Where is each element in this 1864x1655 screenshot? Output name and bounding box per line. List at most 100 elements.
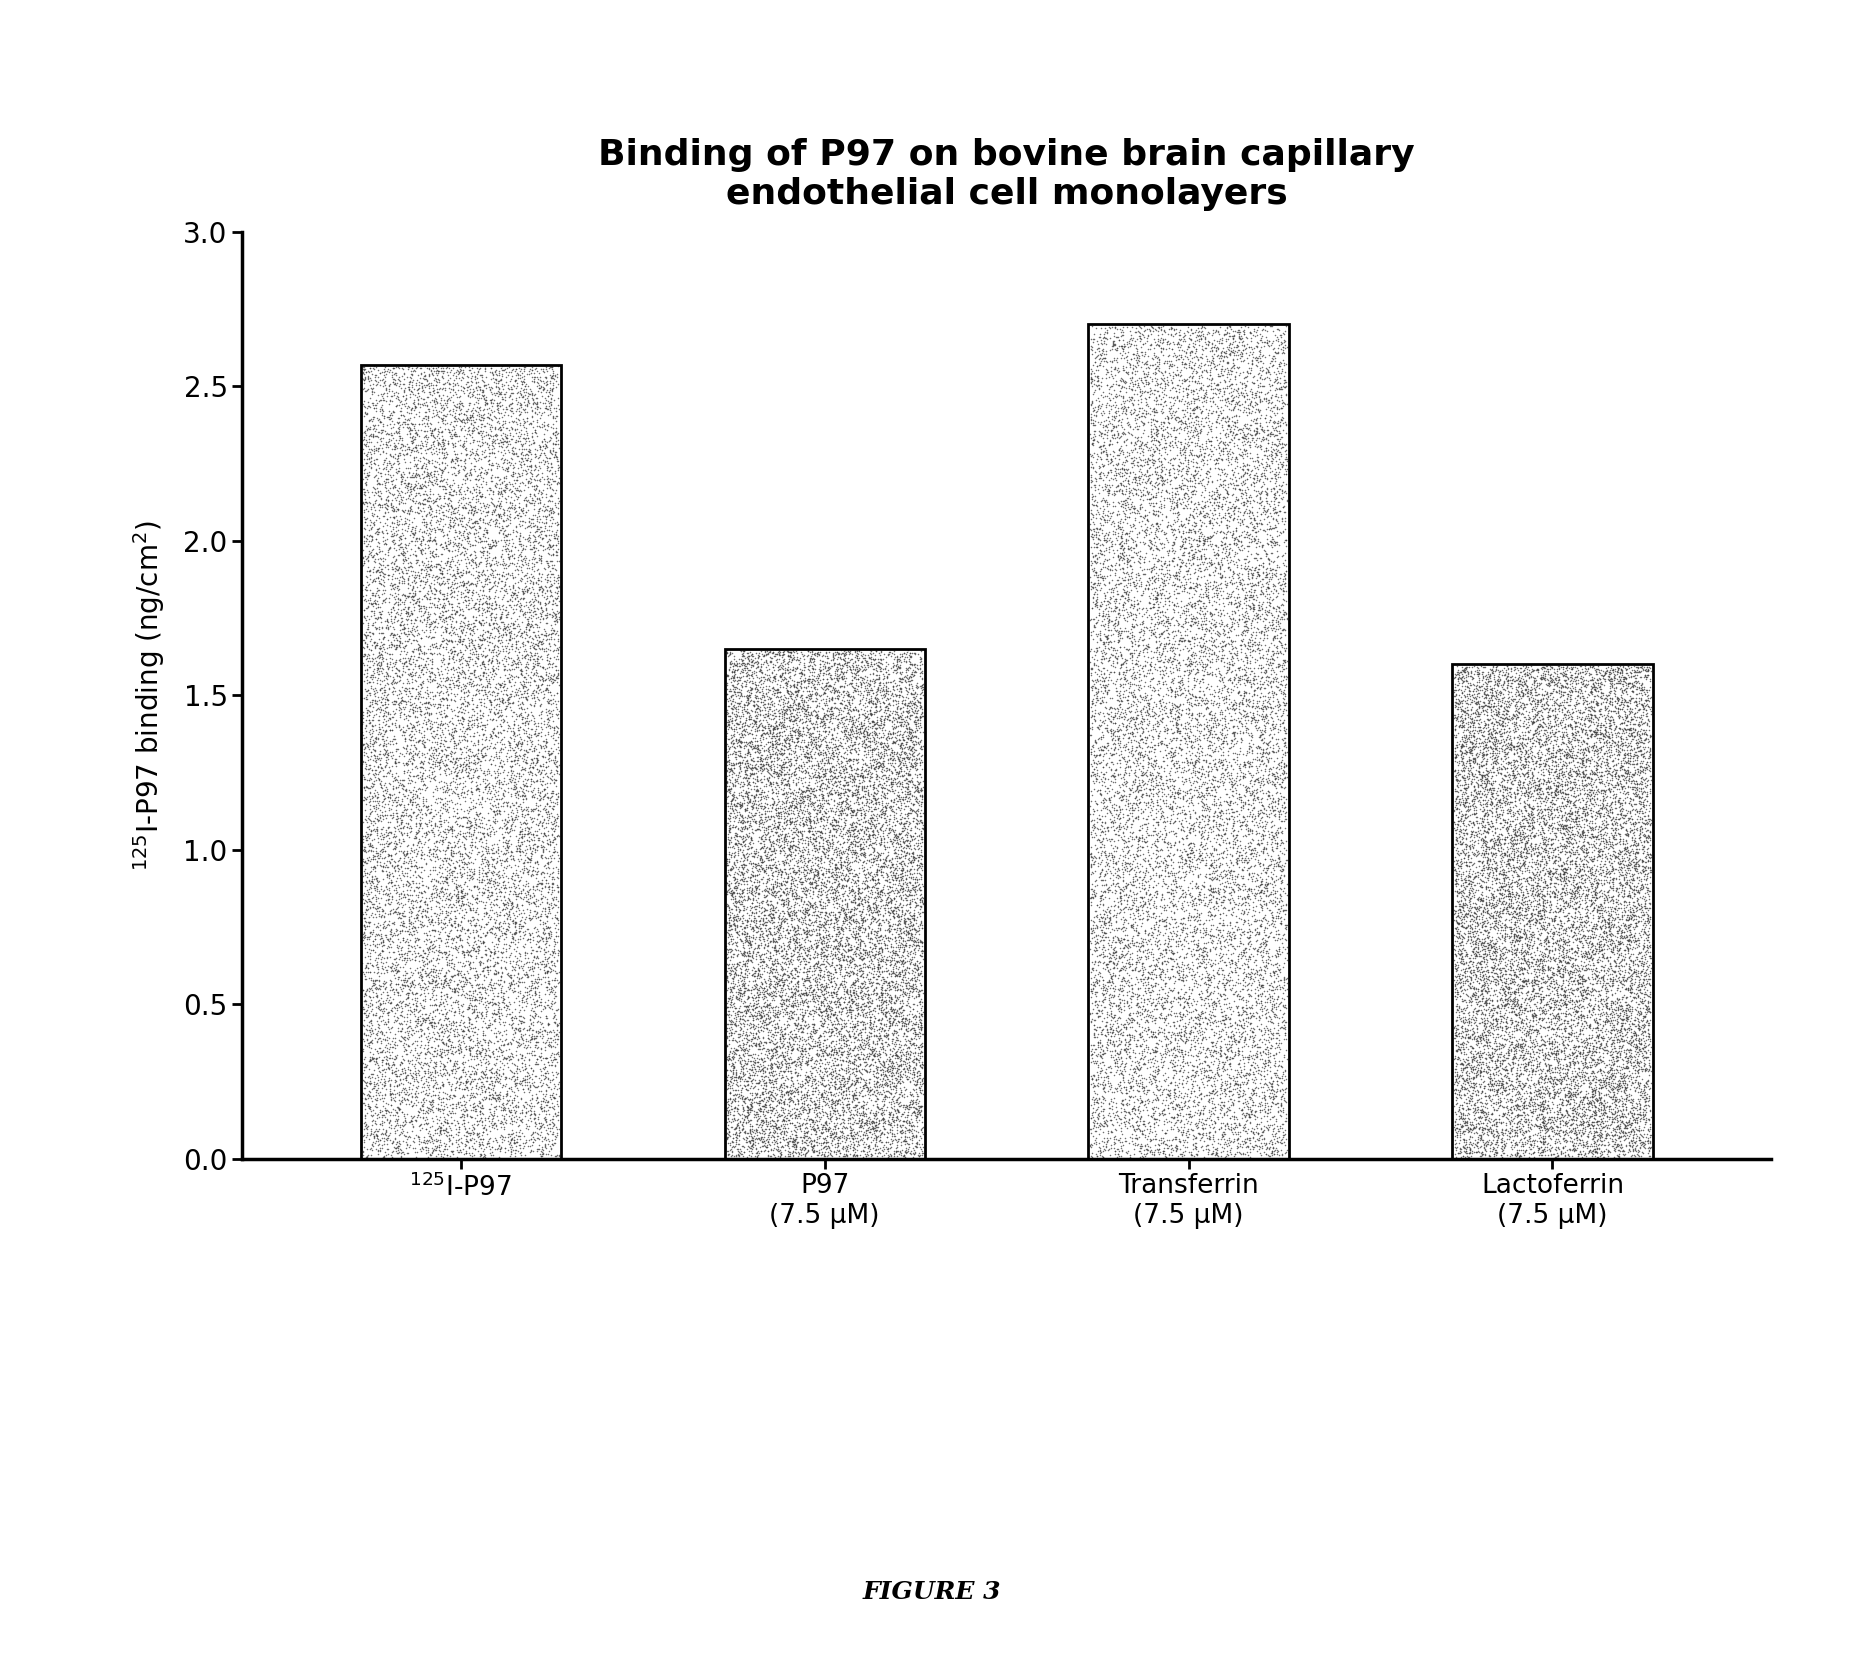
Point: [401, 1109, 431, 1135]
Point: [1269, 950, 1299, 976]
Point: [818, 645, 848, 672]
Point: [349, 366, 378, 392]
Point: [466, 927, 496, 953]
Point: [1090, 392, 1120, 419]
Point: [1199, 1029, 1228, 1056]
Point: [432, 667, 462, 693]
Point: [841, 672, 870, 698]
Point: [440, 407, 470, 434]
Point: [1555, 1091, 1584, 1117]
Point: [792, 718, 822, 745]
Point: [432, 834, 462, 861]
Point: [1501, 1008, 1530, 1034]
Point: [356, 889, 386, 915]
Point: [824, 770, 854, 796]
Point: [1210, 632, 1240, 659]
Point: [432, 928, 462, 955]
Point: [460, 573, 490, 599]
Point: [507, 1003, 537, 1029]
Point: [893, 970, 923, 996]
Point: [802, 963, 831, 990]
Point: [447, 1096, 477, 1122]
Point: [1527, 688, 1556, 715]
Point: [794, 1096, 824, 1122]
Point: [1241, 753, 1271, 780]
Point: [511, 710, 541, 736]
Point: [1528, 703, 1558, 730]
Point: [356, 698, 386, 725]
Point: [891, 885, 921, 912]
Point: [539, 804, 569, 831]
Point: [1245, 364, 1275, 391]
Point: [1473, 932, 1502, 958]
Point: [1519, 768, 1549, 794]
Point: [1493, 745, 1523, 771]
Point: [1635, 1006, 1665, 1033]
Point: [494, 690, 524, 717]
Point: [718, 1106, 747, 1132]
Point: [1102, 955, 1131, 981]
Point: [369, 624, 399, 650]
Point: [1549, 864, 1579, 890]
Point: [1208, 900, 1238, 927]
Point: [898, 849, 928, 875]
Point: [352, 1001, 382, 1028]
Point: [1117, 1074, 1146, 1101]
Point: [1454, 842, 1484, 869]
Point: [1618, 1124, 1648, 1150]
Point: [833, 1019, 863, 1046]
Point: [856, 693, 885, 720]
Point: [720, 720, 749, 746]
Point: [813, 1003, 843, 1029]
Point: [414, 498, 444, 525]
Point: [891, 958, 921, 985]
Point: [1573, 784, 1603, 811]
Point: [1187, 521, 1217, 548]
Point: [867, 879, 897, 905]
Point: [427, 541, 457, 568]
Point: [490, 475, 520, 501]
Point: [1530, 1142, 1560, 1168]
Point: [1571, 854, 1601, 880]
Point: [1586, 789, 1616, 816]
Point: [1111, 1044, 1141, 1071]
Point: [835, 715, 865, 741]
Point: [384, 882, 414, 909]
Point: [861, 1041, 891, 1067]
Point: [1575, 816, 1605, 842]
Point: [843, 789, 872, 816]
Point: [380, 1112, 410, 1139]
Point: [539, 402, 569, 429]
Point: [449, 784, 479, 811]
Point: [421, 354, 451, 381]
Point: [1508, 852, 1538, 879]
Point: [1258, 796, 1288, 823]
Point: [783, 720, 813, 746]
Point: [870, 980, 900, 1006]
Point: [1486, 665, 1515, 692]
Point: [1441, 801, 1471, 828]
Point: [410, 652, 440, 679]
Point: [1103, 407, 1133, 434]
Point: [1497, 920, 1527, 947]
Point: [479, 776, 509, 803]
Point: [738, 1066, 768, 1092]
Point: [1262, 963, 1292, 990]
Point: [367, 382, 397, 409]
Point: [807, 685, 837, 712]
Point: [759, 1120, 788, 1147]
Point: [1551, 849, 1581, 875]
Point: [749, 1069, 779, 1096]
Point: [891, 1016, 921, 1043]
Point: [369, 877, 399, 904]
Point: [378, 688, 408, 715]
Point: [1596, 900, 1625, 927]
Point: [1527, 866, 1556, 892]
Point: [777, 1129, 807, 1155]
Point: [1144, 592, 1174, 619]
Point: [1441, 791, 1471, 818]
Point: [367, 359, 397, 386]
Point: [843, 920, 872, 947]
Point: [1547, 927, 1577, 953]
Point: [1633, 738, 1663, 765]
